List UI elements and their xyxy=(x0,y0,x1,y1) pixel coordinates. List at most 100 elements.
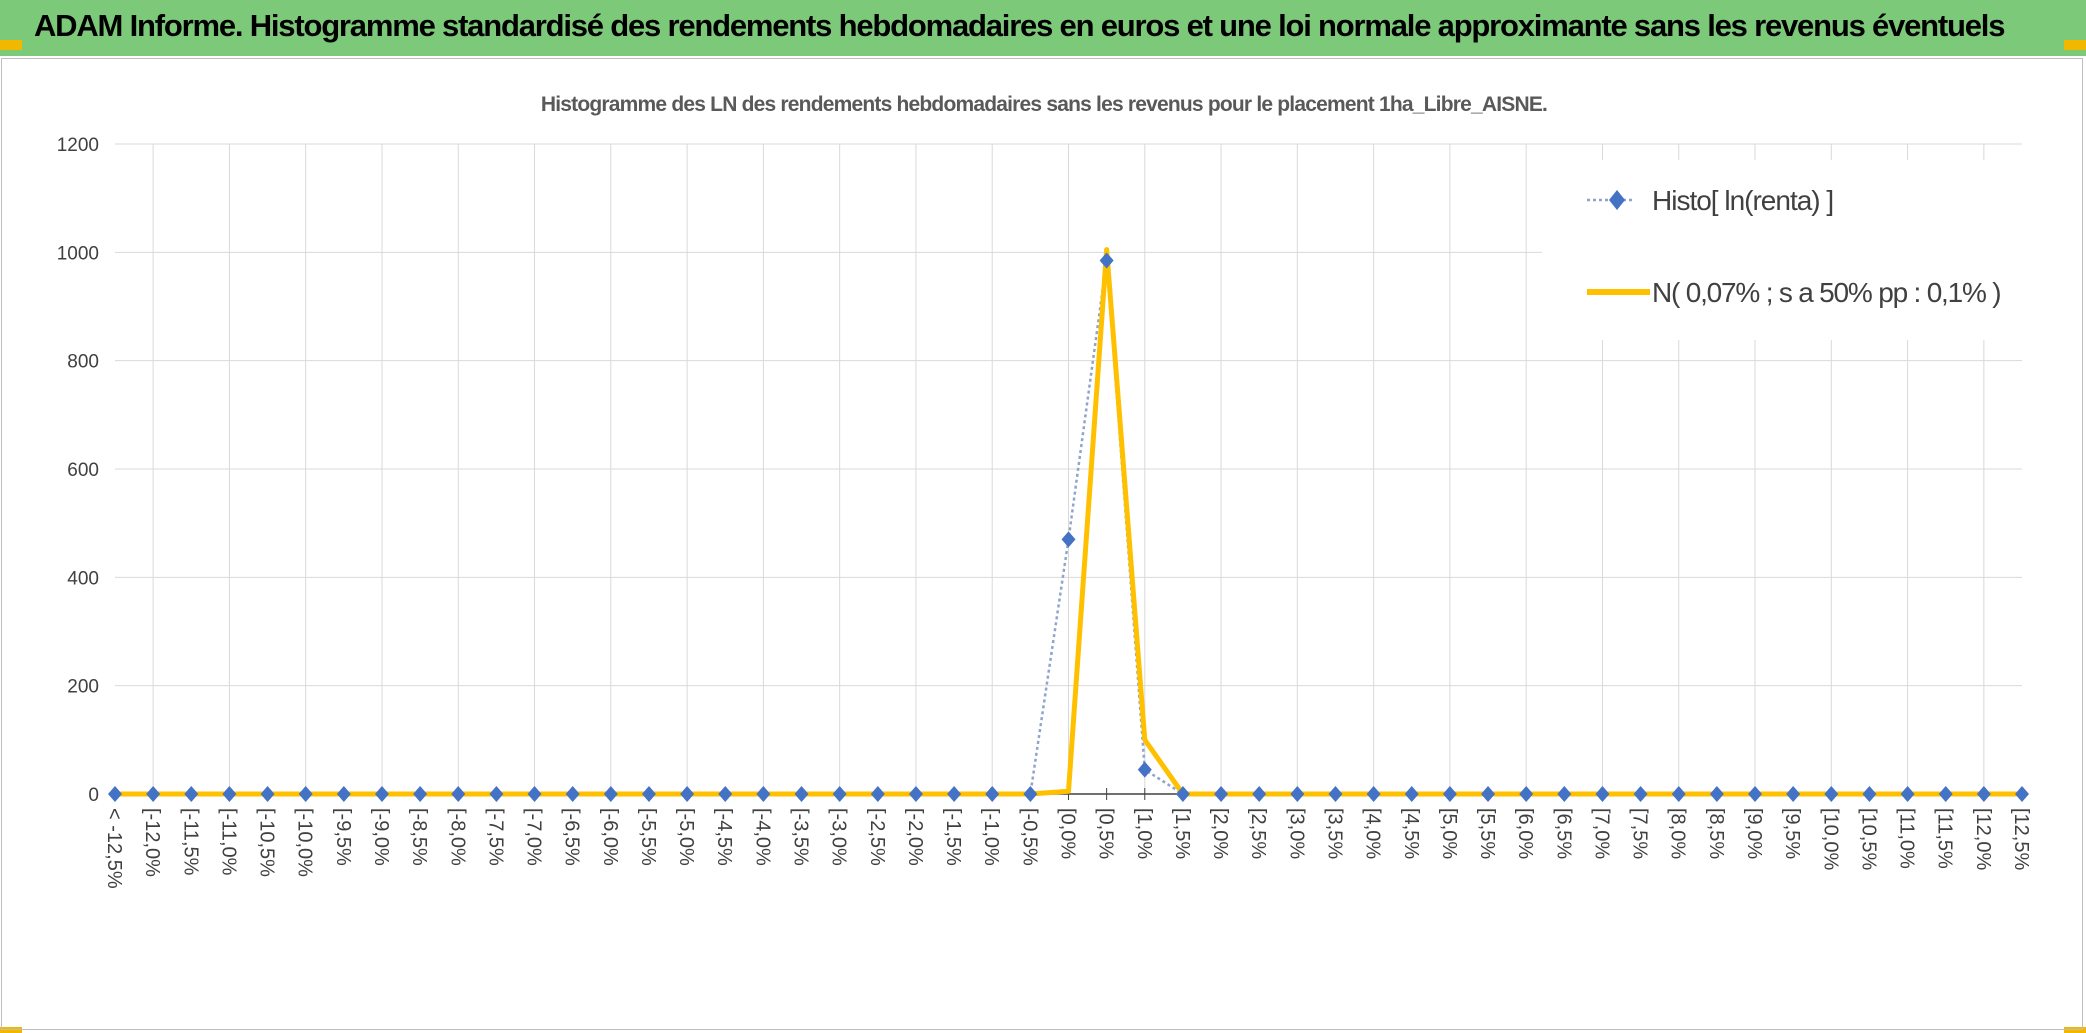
histo-data-point xyxy=(108,786,122,802)
histo-data-point xyxy=(1786,786,1801,802)
histo-data-point xyxy=(451,786,466,802)
accent-corner-top-left xyxy=(0,40,22,50)
histo-data-point xyxy=(1061,531,1076,548)
histo-data-point xyxy=(489,786,504,802)
histo-data-point xyxy=(1519,786,1534,802)
chart-frame xyxy=(1,58,2083,1030)
histo-data-point xyxy=(794,786,809,802)
x-tick-label: [5,0% xyxy=(1438,808,1460,859)
x-tick-label: [5,5% xyxy=(1476,808,1498,859)
histo-data-point xyxy=(1671,786,1686,802)
x-tick-label: [-10,0% xyxy=(294,808,316,877)
histo-data-point xyxy=(908,786,923,802)
histo-data-point xyxy=(1481,786,1496,802)
x-tick-label: [-9,0% xyxy=(370,808,392,866)
histo-data-point xyxy=(298,786,313,802)
x-tick-label: [-3,0% xyxy=(828,808,850,866)
x-tick-label: [-6,5% xyxy=(561,808,583,866)
accent-corner-bottom-right xyxy=(2064,1027,2086,1033)
accent-corner-top-right xyxy=(2064,40,2086,50)
x-tick-label: [10,5% xyxy=(1857,808,1879,870)
y-tick-label: 200 xyxy=(67,677,99,698)
chart-title: Histogramme des LN des rendements hebdom… xyxy=(541,93,1547,116)
x-tick-label: [4,0% xyxy=(1362,808,1384,859)
x-tick-label: [-5,0% xyxy=(675,808,697,866)
x-tick-label: [6,5% xyxy=(1552,808,1574,859)
histo-data-point xyxy=(1404,786,1419,802)
histo-data-point xyxy=(413,786,428,802)
histo-data-point xyxy=(222,786,237,802)
x-tick-label: [-9,5% xyxy=(332,808,354,866)
x-tick-label: [-11,5% xyxy=(179,808,201,876)
legend-histo-marker xyxy=(1609,190,1625,210)
x-tick-label: [7,5% xyxy=(1629,808,1651,859)
x-tick-label: [-1,0% xyxy=(980,808,1002,866)
legend-histo-label: Histo[ ln(renta) ] xyxy=(1652,185,1833,216)
legend-background xyxy=(1542,160,2022,340)
series-normal-line xyxy=(115,247,2022,797)
x-tick-label: [-8,0% xyxy=(446,808,468,866)
histo-data-point xyxy=(985,786,1000,802)
report-banner: ADAM Informe. Histogramme standardisé de… xyxy=(0,0,2086,56)
x-tick-label: [-8,5% xyxy=(408,808,430,866)
x-tick-label: [3,0% xyxy=(1285,808,1307,859)
histo-data-point xyxy=(1290,786,1305,802)
x-tick-label: [-3,5% xyxy=(790,808,812,866)
histo-data-point xyxy=(1366,786,1381,802)
y-tick-label: 1000 xyxy=(57,243,99,264)
histo-data-point xyxy=(146,786,161,802)
x-tick-label: [9,0% xyxy=(1743,808,1765,859)
histo-data-point xyxy=(1214,786,1229,802)
histo-data-point xyxy=(184,786,199,802)
histo-data-point xyxy=(1595,786,1610,802)
histo-data-point xyxy=(1099,252,1114,269)
x-tick-label: [6,0% xyxy=(1514,808,1536,859)
y-tick-label: 0 xyxy=(88,785,99,806)
histo-data-point xyxy=(336,786,351,802)
histo-data-point xyxy=(1175,786,1190,802)
x-tick-label: [-2,0% xyxy=(904,808,926,866)
x-tick-label: [0,0% xyxy=(1057,808,1079,859)
histo-data-point xyxy=(260,786,275,802)
histo-data-point xyxy=(1633,786,1648,802)
histo-data-point xyxy=(1023,786,1038,802)
y-tick-label: 1200 xyxy=(57,135,99,156)
x-tick-label: [-11,0% xyxy=(217,808,239,876)
histo-data-point xyxy=(1900,786,1915,802)
x-tick-label: [-4,5% xyxy=(713,808,735,866)
histo-data-point xyxy=(680,786,695,802)
legend-normal-label: N( 0,07% ; s a 50% pp : 0,1% ) xyxy=(1652,277,2000,308)
x-tick-label: [9,5% xyxy=(1781,808,1803,859)
histo-data-point xyxy=(1824,786,1839,802)
y-tick-label: 400 xyxy=(67,568,99,589)
histo-data-point xyxy=(565,786,580,802)
accent-corner-bottom-left xyxy=(0,1027,22,1033)
report-title: ADAM Informe. Histogramme standardisé de… xyxy=(34,8,2005,43)
histo-data-point xyxy=(1862,786,1877,802)
x-tick-label: [2,5% xyxy=(1247,808,1269,859)
y-tick-label: 800 xyxy=(67,352,99,373)
x-tick-label: [-12,0% xyxy=(141,808,163,877)
legend: Histo[ ln(renta) ] N( 0,07% ; s a 50% pp… xyxy=(1542,160,2022,340)
series-layer xyxy=(108,247,2029,802)
histo-data-point xyxy=(832,786,847,802)
x-tick-label: [-5,5% xyxy=(637,808,659,866)
x-tick-label: [12,0% xyxy=(1972,808,1994,870)
histo-data-point xyxy=(2015,786,2029,802)
histo-data-point xyxy=(1442,786,1457,802)
x-tick-label: [1,5% xyxy=(1171,808,1193,859)
x-tick-label: < -12,5% xyxy=(103,808,125,889)
x-tick-label: [-4,0% xyxy=(751,808,773,866)
x-tick-label: [2,0% xyxy=(1209,808,1231,859)
histo-data-point xyxy=(718,786,733,802)
x-tick-label: [8,5% xyxy=(1705,808,1727,859)
x-tick-label: [-7,5% xyxy=(484,808,506,866)
x-tick-label: [8,0% xyxy=(1667,808,1689,859)
histo-data-point xyxy=(1557,786,1572,802)
histo-data-point xyxy=(374,786,389,802)
x-tick-label: [-7,0% xyxy=(523,808,545,866)
histo-data-point xyxy=(1137,761,1152,778)
x-tick-label: [-0,5% xyxy=(1018,808,1040,866)
x-tick-label: [-2,5% xyxy=(866,808,888,866)
